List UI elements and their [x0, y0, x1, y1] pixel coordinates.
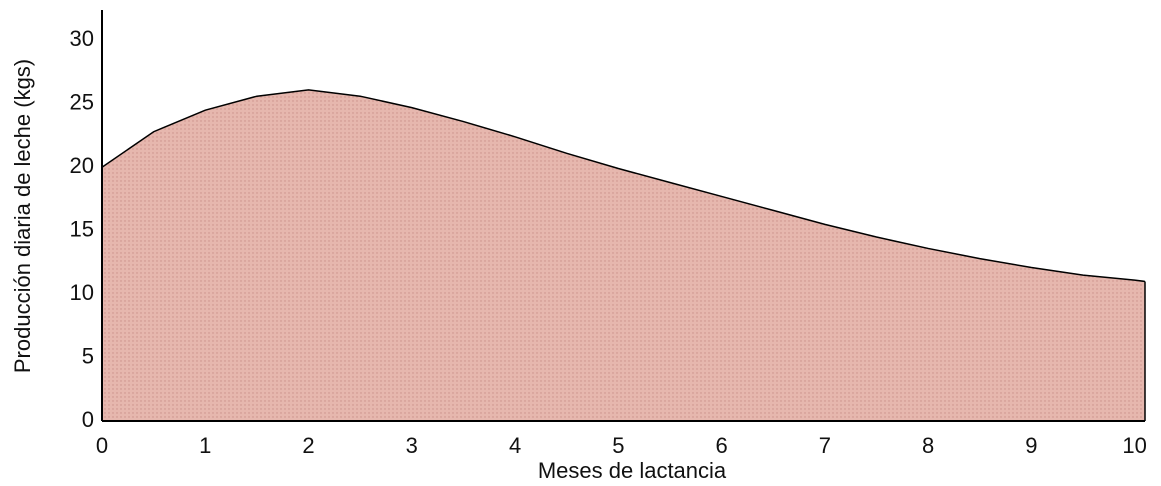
x-tick-label: 0: [96, 433, 108, 458]
x-tick-label: 9: [1025, 433, 1037, 458]
x-tick-label: 1: [199, 433, 211, 458]
x-tick-label: 6: [715, 433, 727, 458]
x-axis-label: Meses de lactancia: [538, 458, 727, 483]
y-tick-label: 10: [70, 280, 94, 305]
x-tick-label: 5: [612, 433, 624, 458]
x-tick-label: 10: [1122, 433, 1146, 458]
area-texture: [102, 89, 1145, 421]
y-tick-label: 5: [82, 343, 94, 368]
y-tick-label: 15: [70, 217, 94, 242]
y-tick-label: 30: [70, 26, 94, 51]
x-tick-label: 4: [509, 433, 521, 458]
y-tick-label: 25: [70, 90, 94, 115]
x-tick-label: 3: [406, 433, 418, 458]
y-tick-label: 20: [70, 153, 94, 178]
y-axis-label: Producción diaria de leche (kgs): [10, 59, 35, 373]
y-tick-label: 0: [82, 407, 94, 432]
x-tick-label: 7: [819, 433, 831, 458]
line: [101, 89, 1146, 283]
x-tick-label: 8: [922, 433, 934, 458]
x-tick-label: 2: [302, 433, 314, 458]
